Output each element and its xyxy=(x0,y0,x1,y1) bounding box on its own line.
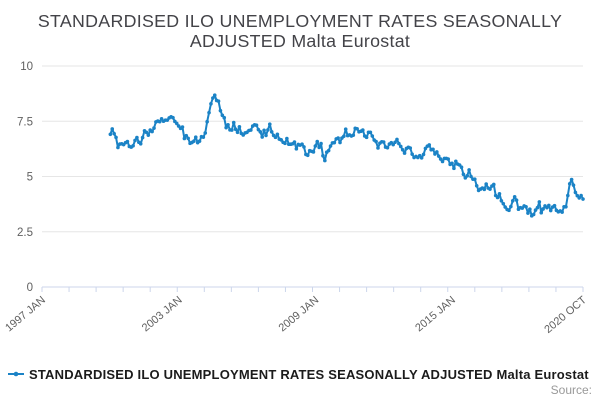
svg-text:2015 JAN: 2015 JAN xyxy=(413,294,458,334)
svg-text:0: 0 xyxy=(27,282,33,294)
svg-text:2020 OCT: 2020 OCT xyxy=(542,294,589,336)
svg-text:10: 10 xyxy=(20,61,33,73)
svg-text:2003 JAN: 2003 JAN xyxy=(140,294,185,334)
svg-text:7.5: 7.5 xyxy=(17,116,33,128)
svg-text:1997 JAN: 1997 JAN xyxy=(3,294,48,334)
svg-text:2.5: 2.5 xyxy=(17,227,33,239)
svg-text:2009 JAN: 2009 JAN xyxy=(277,294,322,334)
svg-text:5: 5 xyxy=(27,172,33,184)
